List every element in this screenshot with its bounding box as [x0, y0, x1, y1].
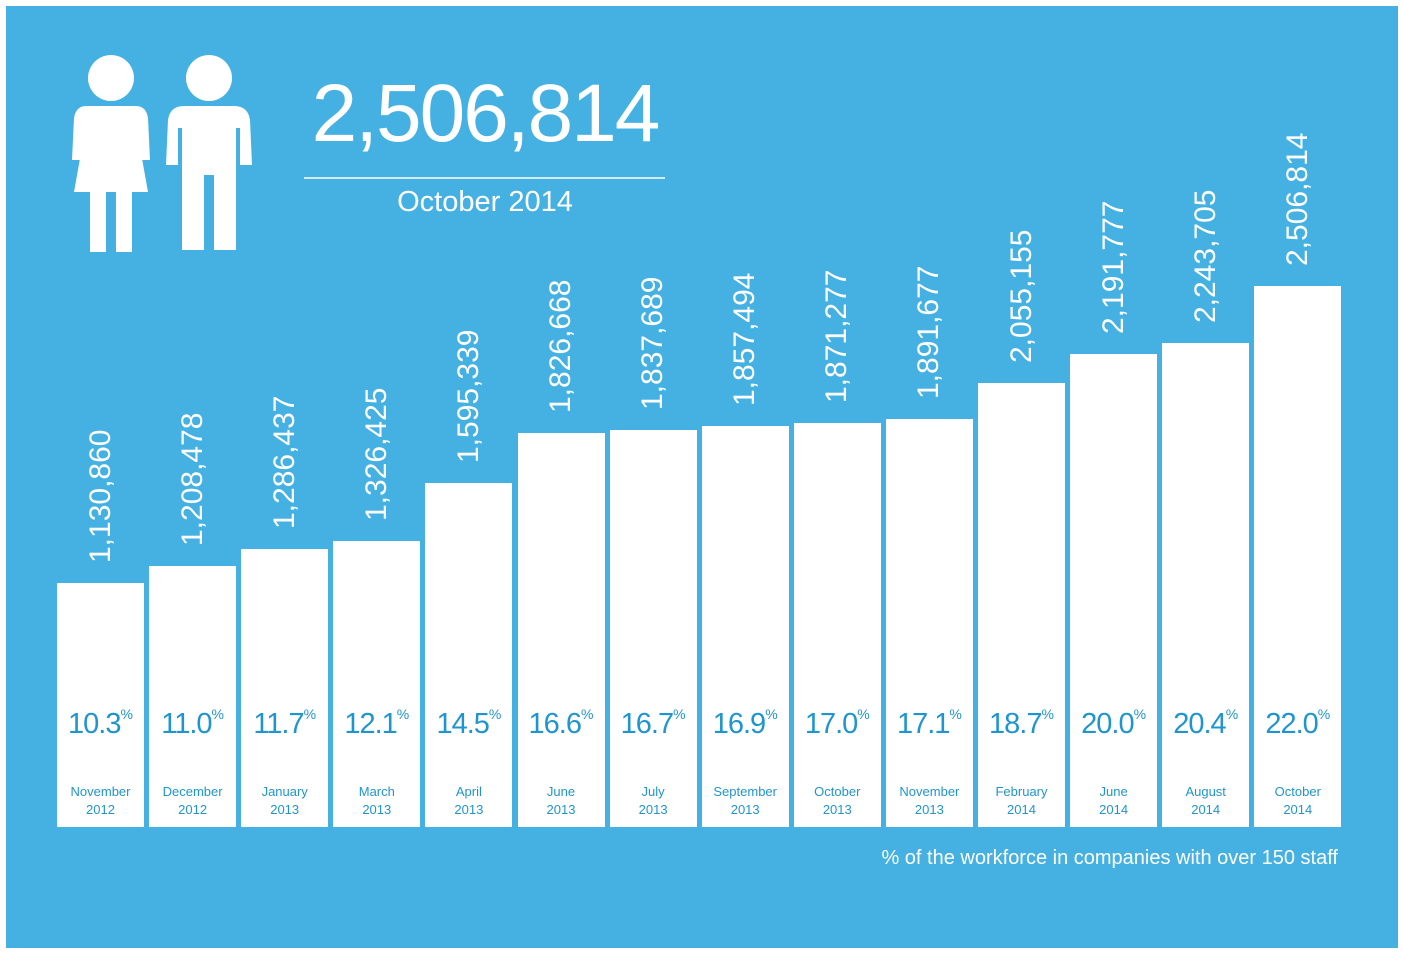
percent-value: 22.0	[1265, 708, 1318, 740]
percent-label: 18.7%	[976, 706, 1068, 741]
percent-label: 20.0%	[1068, 706, 1160, 741]
headline: 2,506,814	[311, 68, 661, 159]
value-label: 1,208,478	[175, 412, 209, 547]
percent-value: 18.7	[989, 708, 1042, 740]
x-tick-label: October 2013	[814, 784, 861, 817]
x-tick-label: October 2014	[1274, 784, 1321, 817]
percent-unit: %	[1041, 706, 1054, 722]
percent-value: 14.5	[436, 708, 489, 740]
bar	[241, 549, 329, 827]
percent-unit: %	[857, 706, 870, 722]
footnote: % of the workforce in companies with ove…	[881, 847, 1338, 869]
percent-value: 16.9	[712, 708, 766, 740]
bar	[57, 582, 144, 827]
percent-value: 17.0	[804, 708, 858, 740]
bar	[1070, 353, 1158, 827]
x-tick-label: November 2013	[899, 784, 960, 817]
x-tick-label: January 2013	[261, 784, 308, 817]
percent-label: 14.5%	[423, 706, 515, 741]
bar	[885, 418, 973, 827]
value-label: 1,130,860	[83, 429, 117, 563]
bar	[609, 430, 697, 827]
percent-value: 20.4	[1173, 708, 1226, 740]
bar	[333, 540, 421, 827]
percent-unit: %	[1133, 706, 1147, 722]
percent-label: 20.4%	[1160, 706, 1252, 741]
x-tick-label: February 2014	[995, 784, 1048, 817]
x-tick-label: December 2012	[162, 784, 223, 817]
x-tick-label: November 2012	[70, 784, 131, 817]
percent-label: 11.7%	[239, 706, 331, 741]
percent-unit: %	[211, 706, 224, 722]
percent-unit: %	[581, 706, 594, 722]
bar	[1162, 342, 1250, 827]
value-label: 1,891,677	[912, 265, 946, 399]
percent-label: 17.0%	[791, 706, 883, 741]
percent-label: 11.0%	[147, 706, 239, 741]
percent-value: 12.1	[344, 708, 397, 740]
value-label: 2,243,705	[1188, 189, 1222, 323]
value-label: 1,871,277	[820, 269, 854, 404]
percent-value: 11.0	[161, 708, 212, 740]
bar	[1254, 286, 1342, 827]
value-label: 1,326,425	[359, 387, 393, 521]
percent-unit: %	[1317, 706, 1331, 722]
value-label: 1,837,689	[636, 276, 670, 411]
bar	[793, 423, 881, 827]
percent-label: 16.6%	[515, 706, 607, 741]
bar	[149, 566, 237, 827]
x-tick-label: July 2013	[638, 784, 668, 817]
percent-value: 16.7	[620, 708, 674, 740]
percent-label: 12.1%	[331, 706, 423, 741]
percent-unit: %	[396, 706, 410, 722]
x-tick-label: June 2014	[1099, 784, 1129, 817]
x-tick-label: March 2013	[358, 784, 395, 817]
bar	[425, 482, 513, 827]
bar	[978, 383, 1065, 827]
percent-value: 16.6	[528, 708, 582, 740]
value-label: 2,191,777	[1096, 200, 1130, 334]
x-tick-label: September 2013	[713, 784, 777, 817]
percent-unit: %	[949, 706, 962, 722]
value-label: 2,055,155	[1004, 230, 1038, 364]
percent-label: 10.3%	[55, 706, 147, 741]
value-label: 1,286,437	[267, 395, 301, 530]
value-label: 2,506,814	[1280, 132, 1314, 266]
percent-value: 11.7	[253, 708, 304, 740]
x-tick-label: August 2014	[1185, 784, 1226, 817]
percent-label: 16.7%	[607, 706, 699, 741]
percent-unit: %	[765, 706, 778, 722]
percent-value: 20.0	[1081, 708, 1134, 740]
percent-label: 22.0%	[1252, 706, 1344, 741]
percent-unit: %	[120, 706, 133, 722]
percent-value: 10.3	[68, 708, 121, 740]
percent-value: 17.1	[896, 708, 950, 740]
headline-date: October 2014	[397, 186, 573, 218]
x-tick-label: June 2013	[546, 784, 576, 817]
percent-unit: %	[673, 706, 686, 722]
percent-unit: %	[303, 706, 317, 722]
bar	[701, 426, 789, 827]
value-label: 1,857,494	[728, 272, 762, 407]
value-label: 1,595,339	[451, 329, 485, 463]
percent-label: 16.9%	[699, 706, 791, 741]
percent-unit: %	[488, 706, 502, 722]
x-tick-label: April 2013	[454, 784, 484, 817]
value-label: 1,826,668	[544, 279, 577, 413]
percent-unit: %	[1225, 706, 1239, 722]
bar	[517, 432, 605, 827]
percent-label: 17.1%	[883, 706, 975, 741]
